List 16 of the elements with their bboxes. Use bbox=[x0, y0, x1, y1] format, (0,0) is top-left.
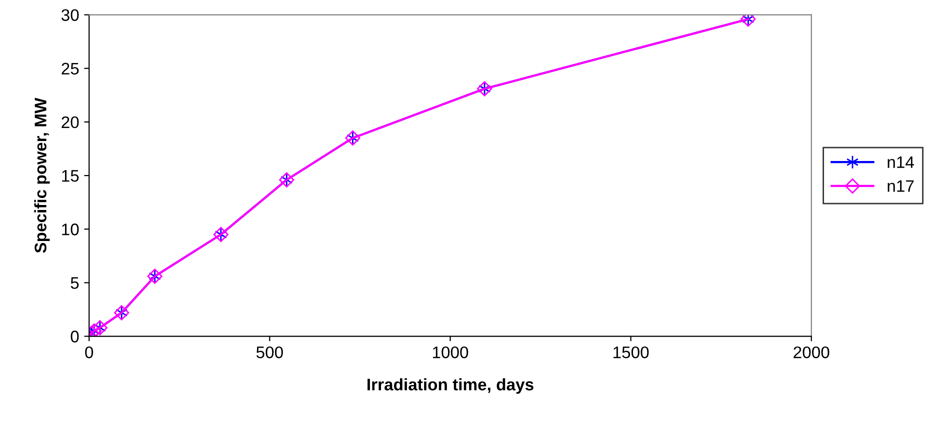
y-tick-label: 30 bbox=[61, 9, 79, 22]
legend-label: n14 bbox=[888, 156, 914, 168]
x-tick-label: 0 bbox=[85, 346, 94, 358]
x-tick-label: 2000 bbox=[794, 346, 830, 358]
y-tick-label: 0 bbox=[70, 330, 79, 342]
y-axis-title: Specific power, MW bbox=[34, 98, 50, 253]
x-axis-title: Irradiation time, days bbox=[368, 378, 534, 394]
x-tick-label: 1000 bbox=[432, 346, 468, 358]
y-tick-label: 10 bbox=[62, 224, 79, 236]
y-tick-label: 20 bbox=[62, 116, 79, 128]
x-tick-label: 1500 bbox=[614, 346, 649, 358]
y-tick-label: 25 bbox=[62, 62, 79, 75]
legend-label: n17 bbox=[888, 180, 914, 192]
x-tick-label: 500 bbox=[256, 346, 283, 358]
y-tick-label: 15 bbox=[62, 170, 79, 182]
y-tick-label: 5 bbox=[70, 277, 79, 289]
